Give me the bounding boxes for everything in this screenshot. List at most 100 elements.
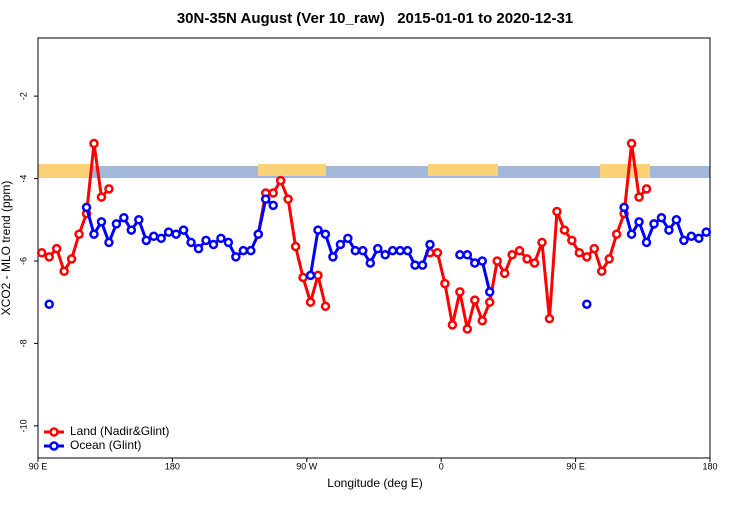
- point: [447, 320, 458, 330]
- land-strip: [428, 164, 498, 176]
- point: [208, 239, 219, 250]
- point: [320, 301, 331, 312]
- point: [59, 266, 69, 277]
- ocean-strip: [38, 166, 710, 178]
- point: [462, 324, 473, 334]
- point: [455, 250, 465, 260]
- point: [455, 287, 465, 297]
- point: [283, 194, 293, 204]
- point: [552, 206, 562, 217]
- point: [365, 258, 376, 268]
- y-tick-label: -4: [18, 175, 28, 183]
- point: [574, 247, 585, 258]
- point: [477, 315, 488, 326]
- point: [260, 194, 271, 204]
- point: [313, 225, 323, 235]
- point: [298, 272, 308, 283]
- point: [522, 254, 532, 264]
- point: [290, 241, 301, 252]
- legend-marker: [49, 441, 59, 451]
- point: [216, 233, 226, 244]
- point: [410, 260, 420, 270]
- point: [193, 243, 204, 254]
- point: [499, 268, 510, 279]
- point: [171, 229, 181, 239]
- land-ocean-strip: [38, 164, 710, 178]
- point: [81, 202, 92, 213]
- y-axis-label: XCO2 - MLO trend (ppm): [0, 181, 13, 316]
- point: [626, 138, 637, 149]
- point: [664, 225, 674, 235]
- point: [537, 237, 547, 248]
- point: [634, 217, 644, 227]
- point: [470, 295, 480, 305]
- point: [507, 250, 517, 260]
- point: [104, 237, 114, 248]
- point: [238, 245, 249, 256]
- point: [470, 258, 480, 268]
- point: [51, 243, 62, 254]
- legend-box: [40, 422, 180, 456]
- point: [126, 225, 137, 235]
- point: [484, 297, 495, 307]
- point: [358, 245, 368, 256]
- point: [641, 237, 652, 248]
- point: [104, 184, 114, 194]
- point: [163, 227, 174, 237]
- point: [596, 266, 607, 277]
- point: [223, 237, 234, 248]
- point: [186, 237, 196, 248]
- point: [582, 299, 592, 310]
- legend-marker: [49, 427, 59, 437]
- point: [201, 235, 211, 246]
- point: [134, 215, 144, 225]
- legend: Land (Nadir&Glint)Ocean (Glint): [40, 422, 180, 456]
- point: [96, 217, 107, 227]
- y-tick-label: -8: [18, 339, 28, 347]
- point: [671, 215, 682, 225]
- land-strip: [258, 164, 326, 176]
- point: [544, 313, 555, 324]
- point: [44, 252, 54, 262]
- x-axis-label: Longitude (deg E): [327, 476, 422, 490]
- point: [320, 229, 331, 239]
- point: [694, 233, 704, 244]
- point: [492, 256, 502, 266]
- point: [686, 231, 697, 242]
- point: [246, 245, 256, 256]
- point: [432, 247, 443, 258]
- point: [141, 235, 152, 246]
- x-tick-label: 180: [165, 461, 180, 471]
- point: [529, 258, 540, 268]
- point: [231, 252, 241, 262]
- point: [119, 212, 129, 223]
- point: [604, 254, 614, 264]
- point: [679, 235, 689, 246]
- point: [559, 225, 570, 235]
- point: [589, 243, 600, 254]
- point: [611, 229, 622, 239]
- point: [634, 192, 644, 202]
- point: [335, 239, 346, 250]
- point: [343, 233, 353, 244]
- y-tick-label: -2: [18, 92, 28, 100]
- point: [96, 192, 107, 202]
- y-tick-label: -10: [18, 419, 28, 432]
- x-tick-label: 90 E: [566, 461, 585, 471]
- point: [626, 229, 637, 239]
- point: [44, 299, 54, 310]
- point: [66, 254, 77, 264]
- land-strip: [600, 164, 650, 178]
- point: [275, 175, 286, 186]
- legend-label: Ocean (Glint): [70, 438, 141, 452]
- y-tick-label: -6: [18, 257, 28, 265]
- x-tick-label: 90 W: [296, 461, 318, 471]
- point: [402, 245, 413, 256]
- point: [514, 245, 525, 256]
- point: [268, 200, 278, 211]
- point: [305, 270, 316, 281]
- point: [148, 231, 159, 242]
- point: [89, 138, 99, 149]
- point: [350, 245, 361, 256]
- point: [178, 225, 189, 235]
